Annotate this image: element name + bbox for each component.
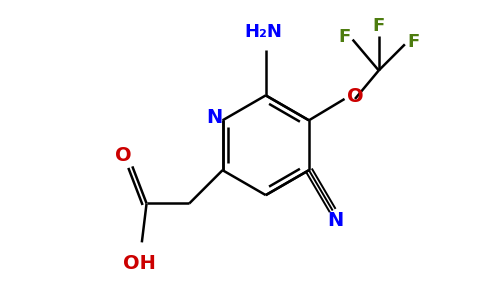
Text: F: F <box>338 28 350 46</box>
Text: O: O <box>116 146 132 165</box>
Text: H₂N: H₂N <box>244 23 282 41</box>
Text: F: F <box>373 17 385 35</box>
Text: N: N <box>327 212 343 230</box>
Text: OH: OH <box>123 254 156 273</box>
Text: N: N <box>206 108 222 128</box>
Text: O: O <box>347 87 363 106</box>
Text: F: F <box>407 33 420 51</box>
